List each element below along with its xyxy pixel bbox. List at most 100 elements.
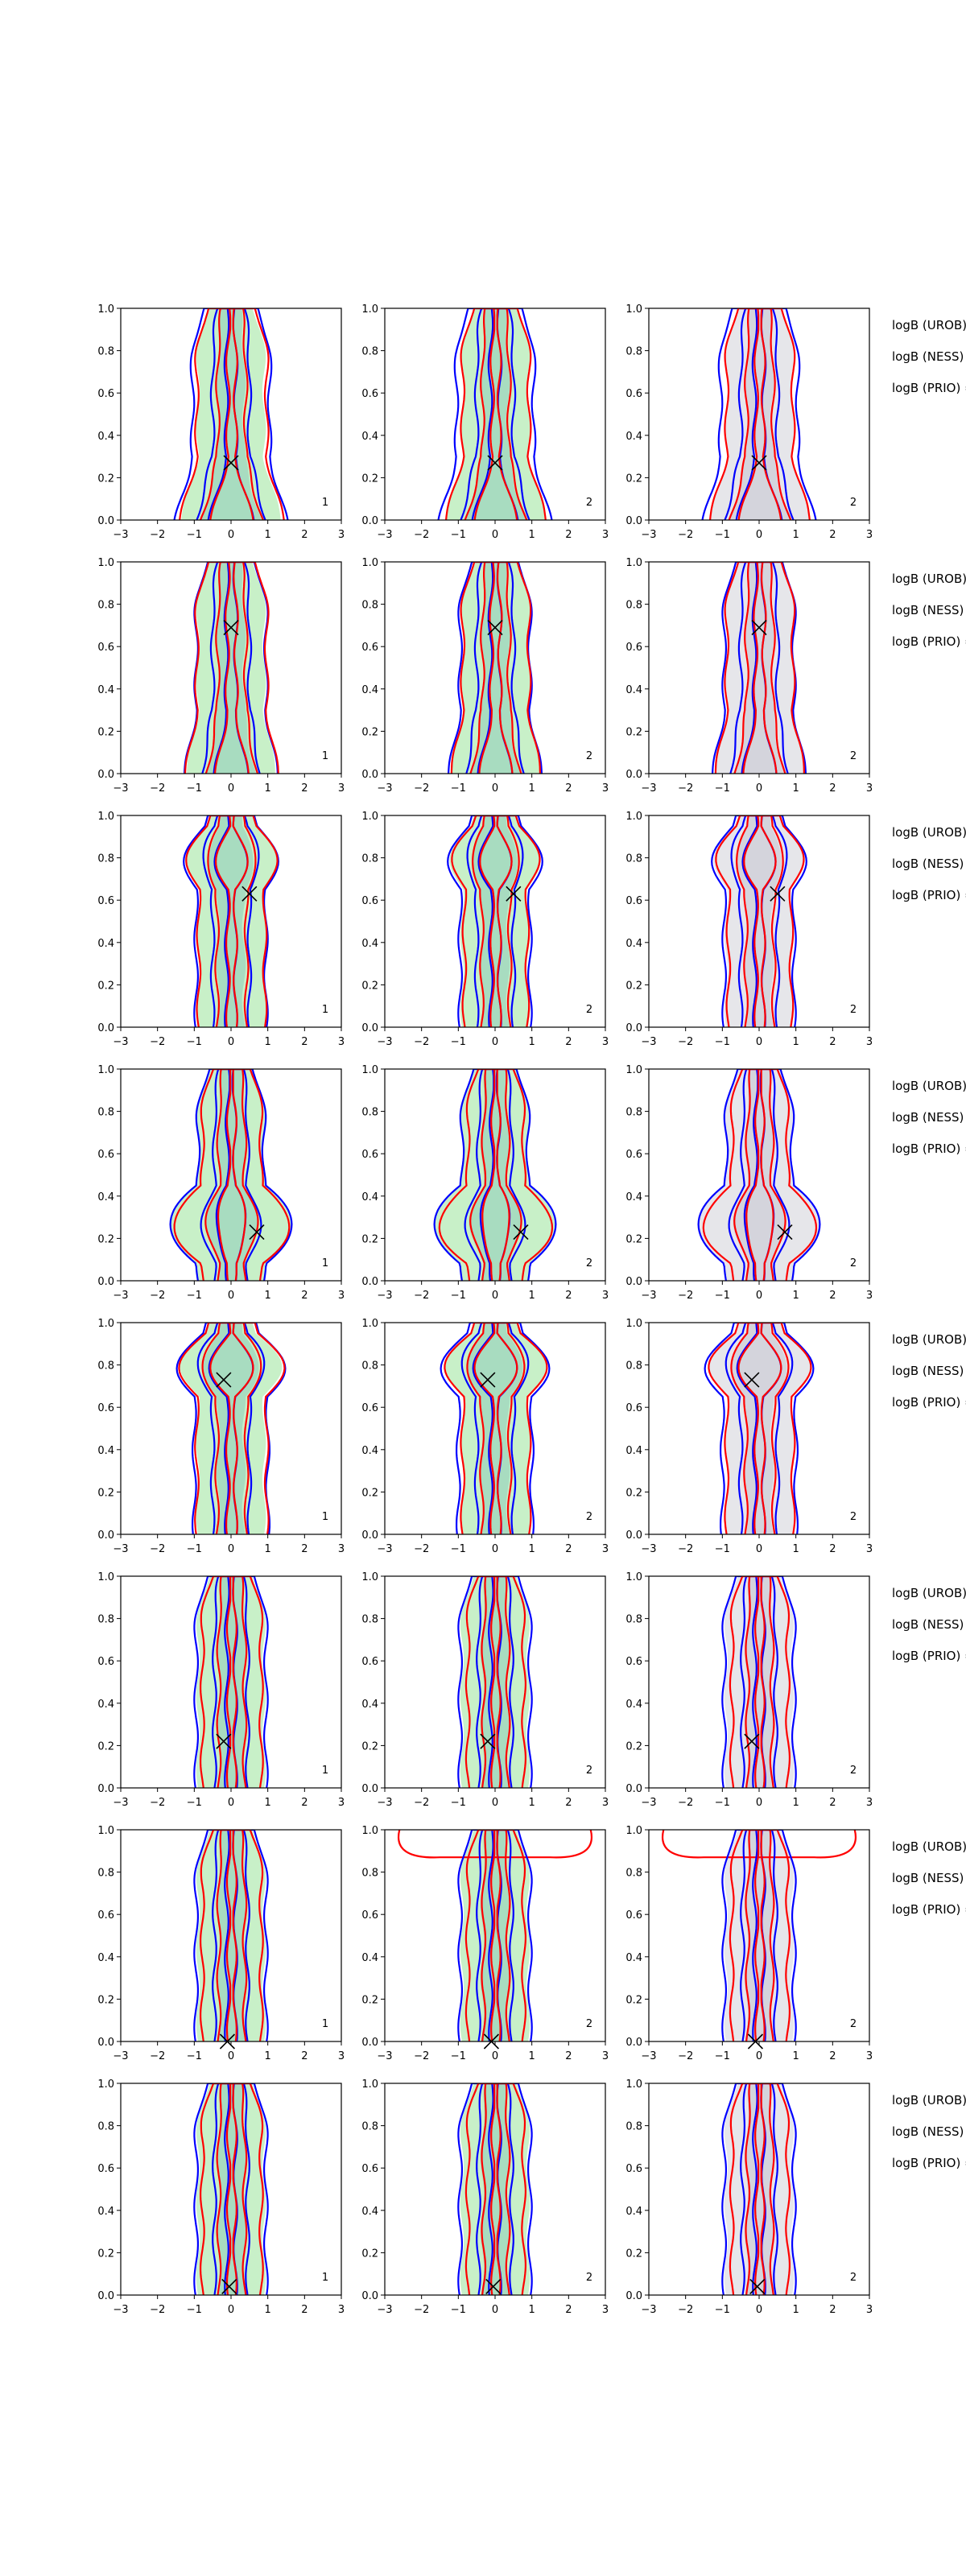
y-tick-label: 0.4 <box>97 2206 114 2218</box>
x-tick-label: 0 <box>756 2304 762 2316</box>
blue-contour-2 <box>728 1069 791 1281</box>
contours <box>398 1830 592 2041</box>
blue-contour-2 <box>464 1069 526 1281</box>
x-tick-label: −3 <box>641 782 656 795</box>
y-tick-label: 0.8 <box>625 600 642 612</box>
blue-contour-2 <box>460 1323 530 1534</box>
blue-contour-3 <box>735 308 783 520</box>
x-tick-label: 3 <box>866 1290 873 1302</box>
x-tick-label: −1 <box>451 782 466 795</box>
y-tick-label: 0.8 <box>97 346 114 358</box>
panel-label: 1 <box>322 1257 328 1269</box>
density-fill-inner <box>480 1830 510 2041</box>
y-tick-label: 0.6 <box>97 2163 114 2175</box>
blue-contour-2 <box>202 815 260 1027</box>
x-tick-label: 0 <box>492 529 498 541</box>
x-tick-label: 0 <box>756 1036 762 1048</box>
red-contour-1 <box>708 1323 812 1534</box>
x-tick-label: −3 <box>641 1290 656 1302</box>
blue-contour-3 <box>488 2083 502 2295</box>
blue-contour-1 <box>704 1323 815 1534</box>
y-tick-label: 0.8 <box>97 1107 114 1119</box>
y-tick-label: 0.2 <box>361 1487 378 1499</box>
y-tick-label: 0.2 <box>97 1994 114 2006</box>
red-contour-2 <box>730 1323 790 1534</box>
x-tick-label: −3 <box>641 2050 656 2062</box>
x-tick-label: −2 <box>150 1797 165 1809</box>
blue-contour-3 <box>752 1576 766 1788</box>
blue-contour-2 <box>460 308 530 520</box>
y-tick-label: 0.2 <box>97 2248 114 2260</box>
panel-r1-c2: 0.0 0.2 0.4 0.6 0.8 1.0 −3 −2 −1 0 1 2 3 2 <box>361 303 609 541</box>
red-contour-1 <box>184 562 279 774</box>
x-tick-label: −1 <box>715 1797 730 1809</box>
y-tick-label: 0.0 <box>97 2037 114 2049</box>
x-tick-label: −1 <box>451 1543 466 1555</box>
red-contour-2 <box>204 1069 259 1281</box>
y-tick-label: 0.2 <box>361 1740 378 1752</box>
y-tick-label: 0.2 <box>625 980 642 992</box>
x-tick-label: 0 <box>228 529 234 541</box>
y-tick-label: 0.2 <box>625 1994 642 2006</box>
x-tick-label: −2 <box>414 2050 429 2062</box>
density-fill-inner <box>464 308 526 520</box>
red-contour-1 <box>464 1830 526 2041</box>
y-tick-label: 0.2 <box>625 2248 642 2260</box>
density-fill-inner <box>729 308 790 520</box>
contours <box>662 1830 857 2041</box>
y-tick-label: 0.0 <box>625 515 642 527</box>
y-tick-label: 0.4 <box>361 1952 378 1964</box>
y-tick-label: 0.4 <box>625 1952 642 1964</box>
x-tick-label: −3 <box>377 1036 392 1048</box>
x-tick-label: 1 <box>793 529 799 541</box>
true-value-marker <box>744 1372 760 1388</box>
y-tick-label: 0.6 <box>625 1656 642 1668</box>
true-value-marker <box>487 455 503 471</box>
red-contour-2 <box>201 1323 262 1534</box>
true-value-marker <box>480 1372 496 1388</box>
panel-r2-c3: 0.0 0.2 0.4 0.6 0.8 1.0 −3 −2 −1 0 1 2 3 2 <box>625 557 873 795</box>
x-tick-label: −3 <box>641 1543 656 1555</box>
x-tick-label: −2 <box>150 782 165 795</box>
blue-contour-2 <box>740 2083 778 2295</box>
blue-contour-2 <box>466 815 524 1027</box>
red-contour-2 <box>464 308 528 520</box>
density-fill-inner <box>205 562 257 774</box>
y-tick-label: 0.6 <box>625 642 642 654</box>
x-tick-label: 0 <box>756 529 762 541</box>
panel-label: 2 <box>586 2272 592 2284</box>
y-tick-label: 0.6 <box>625 895 642 907</box>
red-contour-3 <box>743 815 777 1027</box>
true-value-marker <box>487 619 503 636</box>
y-tick-label: 0.8 <box>361 346 378 358</box>
red-contour-3 <box>745 1069 774 1281</box>
blue-contour-1 <box>721 2083 797 2295</box>
x-tick-label: 3 <box>338 2304 345 2316</box>
true-value-marker <box>485 2278 502 2295</box>
true-value-marker <box>506 886 522 902</box>
x-tick-label: −3 <box>113 1543 128 1555</box>
side-label: logB (NESS) = <box>892 857 966 871</box>
x-tick-label: −2 <box>678 1036 693 1048</box>
x-tick-label: 1 <box>529 1036 535 1048</box>
blue-contour-1 <box>175 1323 287 1534</box>
y-tick-label: 0.8 <box>625 1107 642 1119</box>
true-value-marker <box>221 2278 237 2295</box>
blue-contour-2 <box>196 1323 266 1534</box>
red-contour-1 <box>702 1069 818 1281</box>
contours <box>183 815 279 1027</box>
y-tick-label: 0.8 <box>361 853 378 865</box>
x-tick-label: −1 <box>187 2050 202 2062</box>
x-tick-label: 3 <box>602 1797 609 1809</box>
x-tick-label: −2 <box>414 529 429 541</box>
panel-grid: 0.00.20.40.60.81.0−3 −2 −1 0 1 2 310.00.20.40.… <box>97 303 966 2316</box>
x-tick-label: 0 <box>492 1543 498 1555</box>
x-tick-label: −3 <box>377 1543 392 1555</box>
x-tick-label: −1 <box>451 1797 466 1809</box>
red-contour-1 <box>200 1830 264 2041</box>
y-tick-label: 0.4 <box>361 1699 378 1711</box>
x-tick-label: −2 <box>414 1036 429 1048</box>
x-tick-label: −3 <box>641 2304 656 2316</box>
x-tick-label: −3 <box>377 1797 392 1809</box>
x-tick-label: −3 <box>377 529 392 541</box>
